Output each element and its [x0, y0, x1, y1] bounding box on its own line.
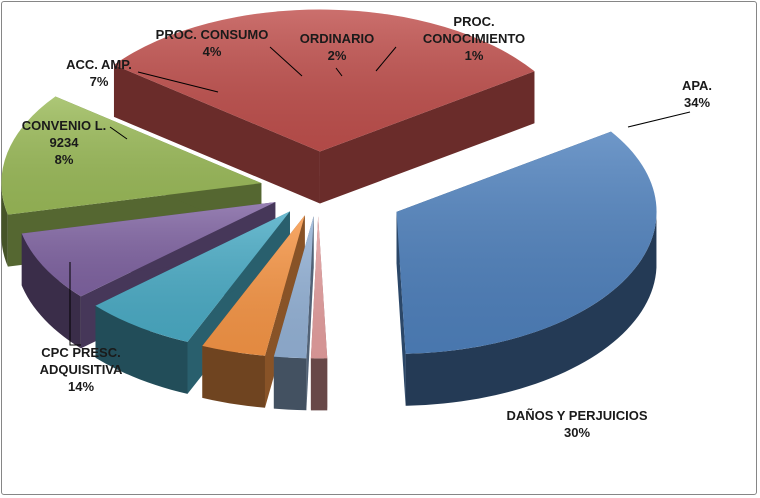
- slice-category-label: CPC PRESC.: [41, 345, 120, 360]
- slice-top-shade: [1, 96, 262, 215]
- slice-percent-label: 4%: [203, 44, 222, 59]
- pie-slice: [273, 216, 314, 411]
- slice-percent-label: 14%: [68, 379, 94, 394]
- leader-line: [137, 71, 219, 93]
- data-label: ORDINARIO 2%: [300, 31, 374, 63]
- slice-category-label: PROC. CONSUMO: [156, 27, 269, 42]
- slice-percent-label: 2%: [328, 48, 347, 63]
- slice-category-label: 9234: [50, 135, 80, 150]
- slice-top-shade: [21, 202, 276, 297]
- slice-category-label: ADQUISITIVA: [40, 362, 123, 377]
- slice-wall: [113, 64, 320, 204]
- slice-edge: [95, 305, 188, 394]
- slice-edge: [405, 215, 657, 406]
- pie-slice: [310, 216, 328, 411]
- pie-slice: [113, 9, 535, 204]
- slice-top-shade: [202, 215, 305, 356]
- slice-category-label: CONOCIMIENTO: [423, 31, 525, 46]
- slice-top-shade: [95, 211, 290, 342]
- slice-edge: [21, 233, 81, 349]
- slice-percent-label: 8%: [55, 152, 74, 167]
- slice-edge: [310, 358, 328, 411]
- slice-edge: [1, 185, 8, 267]
- slice-top-shade: [310, 216, 328, 359]
- slice-category-label: APA.: [682, 78, 712, 93]
- slice-category-label: DAÑOS Y PERJUICIOS: [506, 408, 647, 423]
- leader-line: [69, 262, 81, 346]
- data-label: CONVENIO L. 9234 8%: [22, 118, 107, 167]
- slice-category-label: CONVENIO L.: [22, 118, 107, 133]
- leader-line: [335, 67, 343, 77]
- slice-percent-label: 7%: [90, 74, 109, 89]
- data-label: ACC. AMP. 7%: [66, 57, 132, 89]
- slice-top-shade: [113, 9, 535, 152]
- slice-wall: [396, 211, 406, 406]
- slice-edge: [202, 345, 265, 408]
- slice-wall: [319, 71, 535, 204]
- data-label: PROC. CONOCIMIENTO 1%: [423, 14, 525, 63]
- slice-top-shade: [273, 216, 314, 359]
- data-label: APA. 34%: [682, 78, 712, 110]
- slice-category-label: ACC. AMP.: [66, 57, 132, 72]
- slice-category-label: PROC.: [453, 14, 494, 29]
- slice-percent-label: 30%: [564, 425, 590, 440]
- slice-edge: [273, 356, 307, 411]
- data-label: PROC. CONSUMO 4%: [156, 27, 269, 59]
- slice-percent-label: 1%: [465, 48, 484, 63]
- slice-top-shade: [396, 131, 657, 354]
- leader-line: [269, 46, 303, 77]
- leader-line: [375, 46, 397, 72]
- leader-line: [109, 126, 128, 140]
- data-label: CPC PRESC. ADQUISITIVA 14%: [40, 345, 123, 394]
- slice-category-label: ORDINARIO: [300, 31, 374, 46]
- slice-percent-label: 34%: [684, 95, 710, 110]
- pie-slice: [396, 131, 657, 406]
- data-label: DAÑOS Y PERJUICIOS 30%: [506, 408, 647, 440]
- leader-line: [627, 111, 691, 128]
